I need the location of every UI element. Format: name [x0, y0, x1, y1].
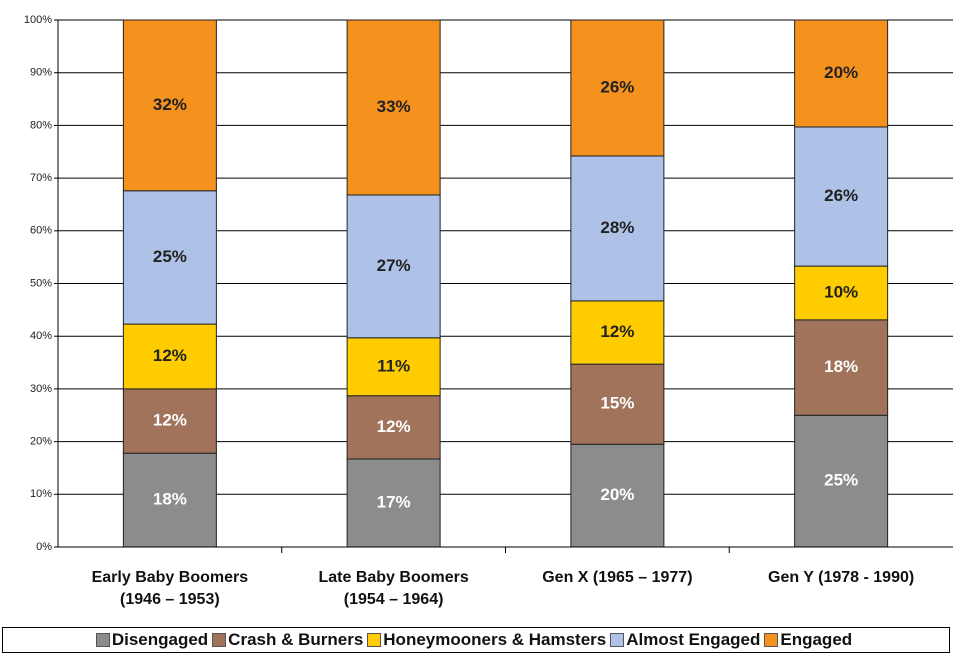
y-tick-label: 20%	[30, 436, 52, 448]
y-tick-label: 100%	[24, 14, 52, 26]
y-tick-label: 90%	[30, 67, 52, 79]
data-label: 27%	[377, 256, 411, 275]
bar-segment	[122, 19, 217, 192]
x-tick-label: Early Baby Boomers (1946 – 1953)	[91, 569, 249, 608]
y-tick-label: 50%	[30, 277, 52, 289]
data-label: 26%	[824, 186, 858, 205]
data-label: 12%	[600, 322, 634, 341]
y-tick-label: 40%	[30, 330, 52, 342]
data-label: 17%	[377, 492, 411, 511]
data-label: 12%	[377, 417, 411, 436]
data-label: 33%	[377, 97, 411, 116]
bar-segment	[570, 443, 665, 548]
x-tick-label: Gen Y (1978 - 1990)	[768, 569, 915, 586]
y-tick-label: 0%	[36, 541, 52, 553]
data-label: 26%	[600, 77, 634, 96]
legend-label: Honeymooners & Hamsters	[383, 630, 607, 649]
bar-segment	[794, 19, 889, 128]
bar-segment	[346, 19, 441, 196]
data-label: 25%	[153, 247, 187, 266]
legend: Disengaged Crash & Burners Honeymooners & …	[2, 627, 950, 653]
bar-segment	[794, 126, 889, 267]
data-label: 25%	[824, 471, 858, 490]
data-label: 20%	[600, 485, 634, 504]
legend-label: Crash & Burners	[228, 630, 364, 649]
legend-swatch	[764, 633, 779, 647]
data-label: 20%	[824, 63, 858, 82]
y-tick-label: 70%	[30, 172, 52, 184]
data-label: 18%	[824, 357, 858, 376]
y-tick-label: 30%	[30, 383, 52, 395]
plot: 0% 10% 20% 30% 40% 50% 60% 70% 80% 90% 100% 18% 12% 1…	[24, 14, 953, 553]
x-tick-label: Gen X (1965 – 1977)	[542, 569, 693, 586]
data-label: 28%	[600, 218, 634, 237]
data-label: 11%	[377, 356, 410, 375]
bar-segment	[570, 300, 665, 365]
legend-swatch	[95, 633, 110, 647]
data-label: 12%	[153, 411, 187, 430]
bar-segment	[346, 458, 441, 548]
bar-segment	[122, 388, 217, 454]
bar-segment	[570, 363, 665, 445]
legend-swatch	[367, 633, 382, 647]
legend-item: Engaged	[764, 630, 852, 650]
bar-segment	[570, 155, 665, 302]
bar-segment	[346, 194, 441, 339]
bar-segment	[794, 265, 889, 321]
y-tick-label: 60%	[30, 225, 52, 237]
legend-label: Disengaged	[111, 630, 209, 649]
x-tick-label: Late Baby Boomers (1954 – 1964)	[318, 569, 469, 608]
data-label: 15%	[600, 394, 634, 413]
bar-segment	[122, 323, 217, 390]
legend-item: Almost Engaged	[610, 630, 760, 650]
legend-item: Crash & Burners	[212, 630, 363, 650]
y-tick-label: 10%	[30, 488, 52, 500]
bar-segment	[122, 190, 217, 325]
legend-label: Almost Engaged	[626, 630, 761, 649]
data-label: 18%	[153, 490, 187, 509]
legend-item: Honeymooners & Hamsters	[367, 630, 606, 650]
data-label: 12%	[153, 346, 187, 365]
data-label: 32%	[153, 95, 187, 114]
bar-segment	[570, 19, 665, 157]
bar-segment	[346, 395, 441, 460]
legend-item: Disengaged	[95, 630, 209, 650]
bar-segment	[794, 319, 889, 416]
data-label: 10%	[824, 282, 858, 301]
legend-swatch	[212, 633, 227, 647]
y-tick-label: 80%	[30, 119, 52, 131]
legend-swatch	[610, 633, 625, 647]
legend-label: Engaged	[780, 630, 853, 649]
